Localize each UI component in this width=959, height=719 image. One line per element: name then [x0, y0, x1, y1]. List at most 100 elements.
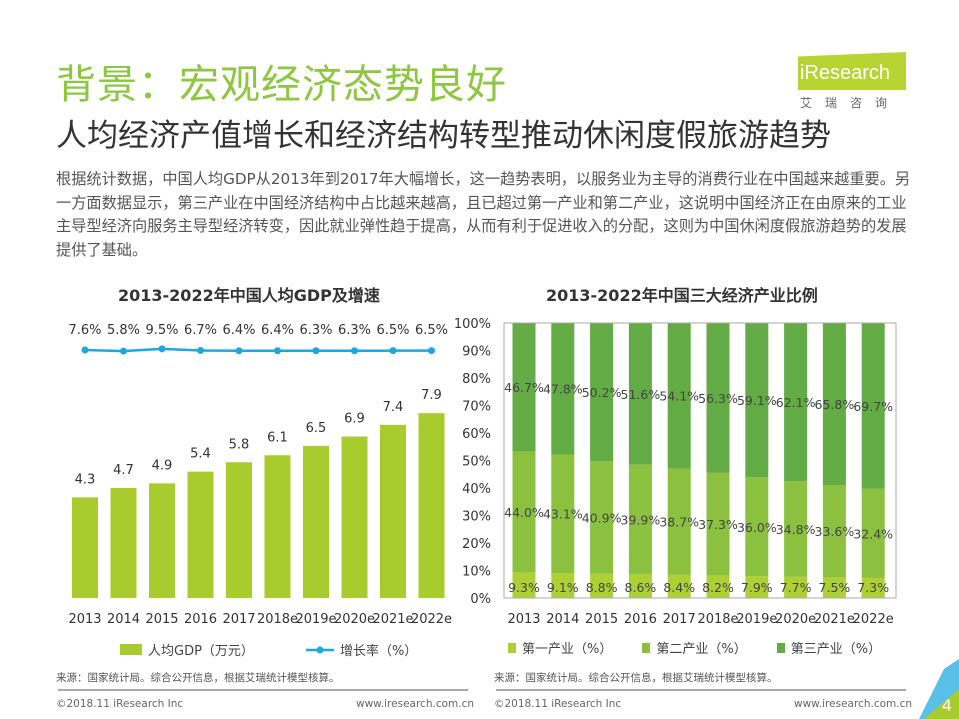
segment-label: 8.2% — [702, 580, 734, 595]
x-tick-label: 2019e — [736, 612, 777, 627]
segment-label: 50.2% — [582, 385, 622, 400]
x-tick-label: 2015 — [585, 612, 618, 627]
stacked-segment — [706, 472, 730, 576]
segment-label: 69.7% — [853, 399, 893, 414]
gdp-chart: 4.3 2013 4.7 2014 4.9 2015 5.4 2016 5.8 2017 6.1 20… — [68, 323, 452, 627]
x-tick-label: 2020e — [334, 612, 375, 627]
gdp-bar — [226, 462, 252, 598]
stacked-segment — [745, 477, 769, 577]
gdp-bar-label: 7.9 — [421, 388, 442, 403]
legend-swatch-primary — [508, 642, 516, 653]
industry-chart: 0% 10% 20% 30% 40% 50% 60% 70% 80% 90% 100% 9.3% 44.… — [455, 317, 897, 627]
page-corner: 4 — [919, 659, 959, 719]
segment-label: 37.3% — [698, 517, 738, 532]
growth-point — [351, 347, 358, 355]
stacked-segment — [861, 488, 885, 578]
y-tick-label: 50% — [462, 455, 491, 470]
gdp-bar-label: 5.8 — [229, 437, 250, 452]
y-tick-label: 40% — [462, 482, 491, 497]
gdp-bar — [418, 413, 445, 598]
stacked-segment — [551, 454, 575, 573]
segment-label: 51.6% — [621, 387, 661, 402]
segment-label: 40.9% — [582, 511, 622, 526]
right-legend: 第一产业（%） 第二产业（%） 第三产业（%） — [508, 638, 881, 657]
gdp-bar — [380, 424, 406, 598]
legend-label-tertiary: 第三产业（%） — [790, 642, 882, 657]
x-tick-label: 2022e — [853, 612, 894, 627]
stacked-segment — [512, 451, 536, 573]
x-tick-label: 2018e — [697, 612, 738, 627]
segment-label: 7.5% — [819, 580, 851, 595]
segment-label: 54.1% — [659, 389, 699, 404]
growth-point — [81, 346, 89, 354]
gdp-bar-label: 7.4 — [383, 400, 404, 415]
growth-point — [312, 347, 320, 355]
segment-label: 65.8% — [815, 397, 855, 412]
right-url[interactable]: www.iresearch.com.cn — [794, 698, 913, 710]
page-number: 4 — [942, 696, 952, 715]
stacked-segment — [590, 461, 614, 574]
logo-subtitle: 艾瑞咨询 — [800, 96, 901, 110]
x-tick-label: 2021e — [372, 612, 413, 627]
segment-label: 56.3% — [698, 391, 738, 406]
y-tick-label: 20% — [462, 537, 491, 552]
x-tick-label: 2016 — [624, 612, 657, 627]
left-legend: 人均GDP（万元） 增长率（%） — [120, 640, 417, 659]
stacked-segment — [512, 323, 536, 452]
logo-wordmark: iResearch — [800, 62, 891, 84]
segment-label: 7.7% — [780, 580, 812, 595]
left-url[interactable]: www.iresearch.com.cn — [356, 698, 475, 710]
segment-label: 32.4% — [853, 526, 893, 541]
x-tick-label: 2022e — [411, 612, 452, 627]
segment-label: 62.1% — [776, 395, 816, 410]
stacked-segment — [822, 577, 846, 598]
stacked-segment — [784, 323, 808, 482]
y-tick-label: 80% — [462, 372, 491, 387]
segment-label: 46.7% — [504, 380, 544, 395]
stacked-segment — [551, 572, 575, 598]
y-tick-label: 0% — [470, 592, 491, 607]
growth-point — [274, 347, 281, 355]
y-tick-label: 100% — [455, 317, 491, 332]
segment-label: 9.3% — [508, 580, 540, 595]
stacked-segment — [667, 468, 691, 575]
growth-point — [197, 347, 204, 355]
y-tick-label: 70% — [462, 400, 491, 415]
x-tick-label: 2018e — [257, 612, 298, 627]
x-tick-label: 2019e — [295, 612, 336, 627]
x-tick-label: 2020e — [775, 612, 816, 627]
growth-point — [428, 347, 435, 355]
segment-label: 34.8% — [776, 522, 816, 537]
segment-label: 8.8% — [586, 580, 618, 595]
growth-label: 6.5% — [376, 323, 409, 338]
left-chart-title: 2013-2022年中国人均GDP及增速 — [118, 286, 380, 305]
y-tick-label: 60% — [462, 427, 491, 442]
segment-label: 7.3% — [857, 580, 889, 595]
left-divider — [58, 689, 468, 691]
segment-label: 44.0% — [504, 505, 544, 520]
iresearch-logo: iResearch 艾瑞咨询 — [792, 52, 910, 112]
y-tick-label: 90% — [462, 345, 491, 360]
segment-label: 7.9% — [741, 580, 773, 595]
stacked-segment — [745, 323, 769, 478]
left-source: 来源：国家统计局。综合公开信息，根据艾瑞统计模型核算。 — [56, 672, 340, 684]
growth-label: 6.4% — [222, 323, 255, 338]
x-tick-label: 2015 — [145, 612, 178, 627]
growth-label: 6.5% — [415, 323, 448, 338]
legend-label-growth: 增长率（%） — [339, 644, 418, 659]
gdp-bar — [149, 483, 175, 598]
x-tick-label: 2014 — [546, 612, 579, 627]
gdp-bar-label: 6.9 — [344, 412, 365, 427]
gdp-bar — [110, 488, 137, 598]
gdp-bar — [187, 471, 214, 598]
right-copyright: ©2018.11 iResearch Inc — [494, 698, 622, 710]
segment-label: 8.6% — [625, 580, 657, 595]
segment-label: 43.1% — [543, 507, 583, 522]
segment-label: 59.1% — [737, 393, 777, 408]
legend-swatch-tertiary — [776, 642, 785, 653]
stacked-segment — [784, 576, 808, 598]
segment-label: 9.1% — [547, 580, 579, 595]
stacked-segment — [667, 574, 691, 598]
growth-label: 6.3% — [338, 323, 371, 338]
stacked-segment — [512, 572, 536, 598]
